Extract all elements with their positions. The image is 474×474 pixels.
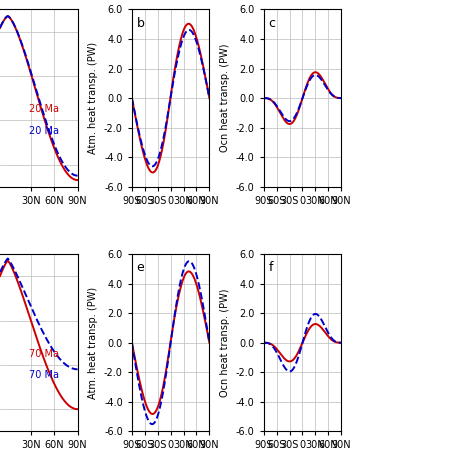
- Text: b: b: [137, 17, 145, 29]
- Text: c: c: [268, 17, 275, 29]
- Y-axis label: Atm. heat transp. (PW): Atm. heat transp. (PW): [88, 42, 99, 154]
- Text: 20 Ma: 20 Ma: [29, 126, 59, 136]
- Text: f: f: [268, 261, 273, 274]
- Text: 70 Ma: 70 Ma: [29, 370, 59, 380]
- Text: e: e: [137, 261, 144, 274]
- Text: 70 Ma: 70 Ma: [29, 349, 59, 359]
- Y-axis label: Ocn heat transp. (PW): Ocn heat transp. (PW): [220, 289, 230, 397]
- Text: 20 Ma: 20 Ma: [29, 104, 59, 114]
- Y-axis label: Ocn heat transp. (PW): Ocn heat transp. (PW): [220, 44, 230, 152]
- Y-axis label: Atm. heat transp. (PW): Atm. heat transp. (PW): [88, 287, 99, 399]
